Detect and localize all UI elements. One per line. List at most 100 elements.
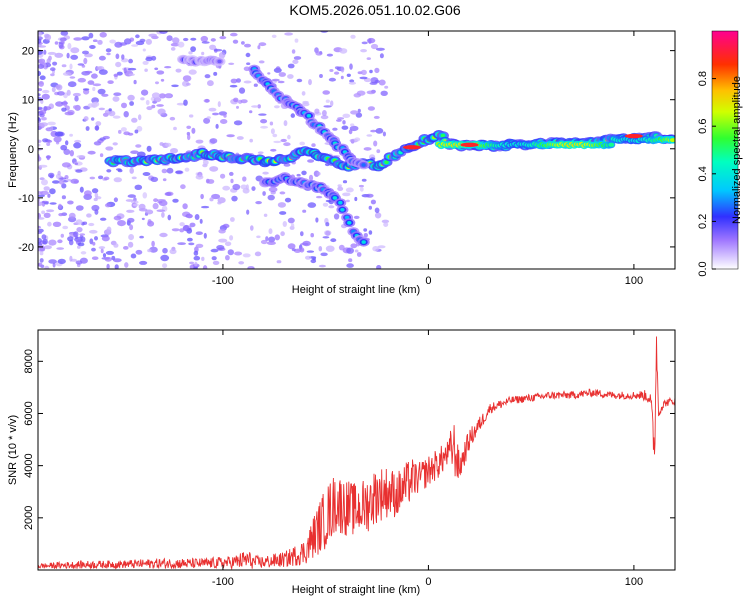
noise-blob [101,93,109,97]
noise-blob [256,235,261,239]
noise-blob [120,127,127,132]
noise-blob [94,125,100,131]
noise-blob [359,76,368,80]
noise-blob [360,49,367,53]
noise-blob [377,245,386,249]
band-inner [608,142,615,147]
y-tick-label: 10 [22,95,34,107]
noise-blob [114,264,119,269]
noise-blob [164,192,172,196]
colorbar-frame [711,30,739,270]
noise-blob [177,41,185,48]
y-tick-label: -10 [18,193,34,205]
noise-blob [67,42,72,50]
noise-blob [47,193,51,198]
noise-blob [61,107,67,112]
noise-blob [62,72,72,76]
noise-blob [287,134,291,140]
noise-blob [38,112,41,117]
noise-blob [374,67,380,74]
noise-blob [118,129,122,134]
noise-blob [81,36,90,41]
noise-blob [49,126,54,132]
noise-blob [38,64,45,69]
noise-blob [260,119,268,124]
noise-blob [203,232,207,239]
noise-blob [77,63,85,66]
noise-blob [151,240,155,247]
noise-blob [271,78,280,82]
noise-blob [98,69,108,75]
noise-blob [60,144,68,151]
band-peak [402,145,421,150]
noise-blob [262,191,266,196]
noise-blob [311,143,316,148]
noise-blob [144,68,148,72]
noise-blob [308,174,314,182]
noise-blob [210,248,219,253]
noise-blob [363,147,372,151]
noise-blob [76,155,86,158]
noise-blob [183,224,190,232]
noise-blob [225,255,230,261]
noise-blob [89,229,98,234]
noise-blob [77,242,85,247]
noise-blob [126,209,132,213]
noise-blob [349,125,359,132]
noise-blob [69,255,73,262]
noise-blob [95,121,102,127]
noise-blob [277,80,285,84]
noise-blob [43,212,51,218]
noise-blob [160,78,165,82]
noise-blob [127,67,137,71]
noise-blob [38,31,42,37]
snr-x-tick-label: 100 [625,576,643,588]
noise-blob [238,87,246,94]
noise-blob [220,173,226,179]
noise-blob [272,133,278,138]
noise-blob [330,100,334,107]
noise-blob [82,50,89,55]
noise-blob [193,250,199,256]
noise-blob [113,177,123,183]
noise-blob [339,48,348,54]
noise-blob [246,62,251,65]
colorbar-tick-label: 0.0 [697,261,709,276]
noise-blob [66,52,70,59]
noise-blob [142,48,146,52]
noise-blob [201,41,210,44]
noise-blob [188,69,197,75]
noise-blob [301,91,306,96]
noise-blob [40,190,49,195]
ridge-core [384,160,389,164]
noise-blob [326,53,333,57]
noise-blob [136,125,143,132]
noise-blob [183,99,188,106]
noise-blob [188,51,193,55]
noise-blob [128,73,135,76]
noise-blob [54,52,64,58]
noise-blob [215,123,219,129]
noise-blob [113,197,118,203]
noise-blob [373,140,378,147]
noise-blob [336,119,342,122]
noise-blob [127,194,136,198]
noise-blob [115,53,120,60]
snr-frame [37,329,676,571]
noise-blob [41,200,49,204]
noise-blob [58,42,64,49]
noise-blob [175,68,182,73]
noise-blob [147,249,152,253]
noise-blob [154,67,159,71]
noise-blob [49,202,57,205]
noise-blob [268,228,273,235]
noise-blob [106,52,111,56]
noise-blob [212,260,220,265]
noise-blob [367,106,375,111]
noise-blob [242,253,251,258]
snr-x-tick-label: -100 [212,576,234,588]
noise-blob [59,177,67,180]
noise-blob [183,37,189,42]
noise-blob [135,144,142,148]
